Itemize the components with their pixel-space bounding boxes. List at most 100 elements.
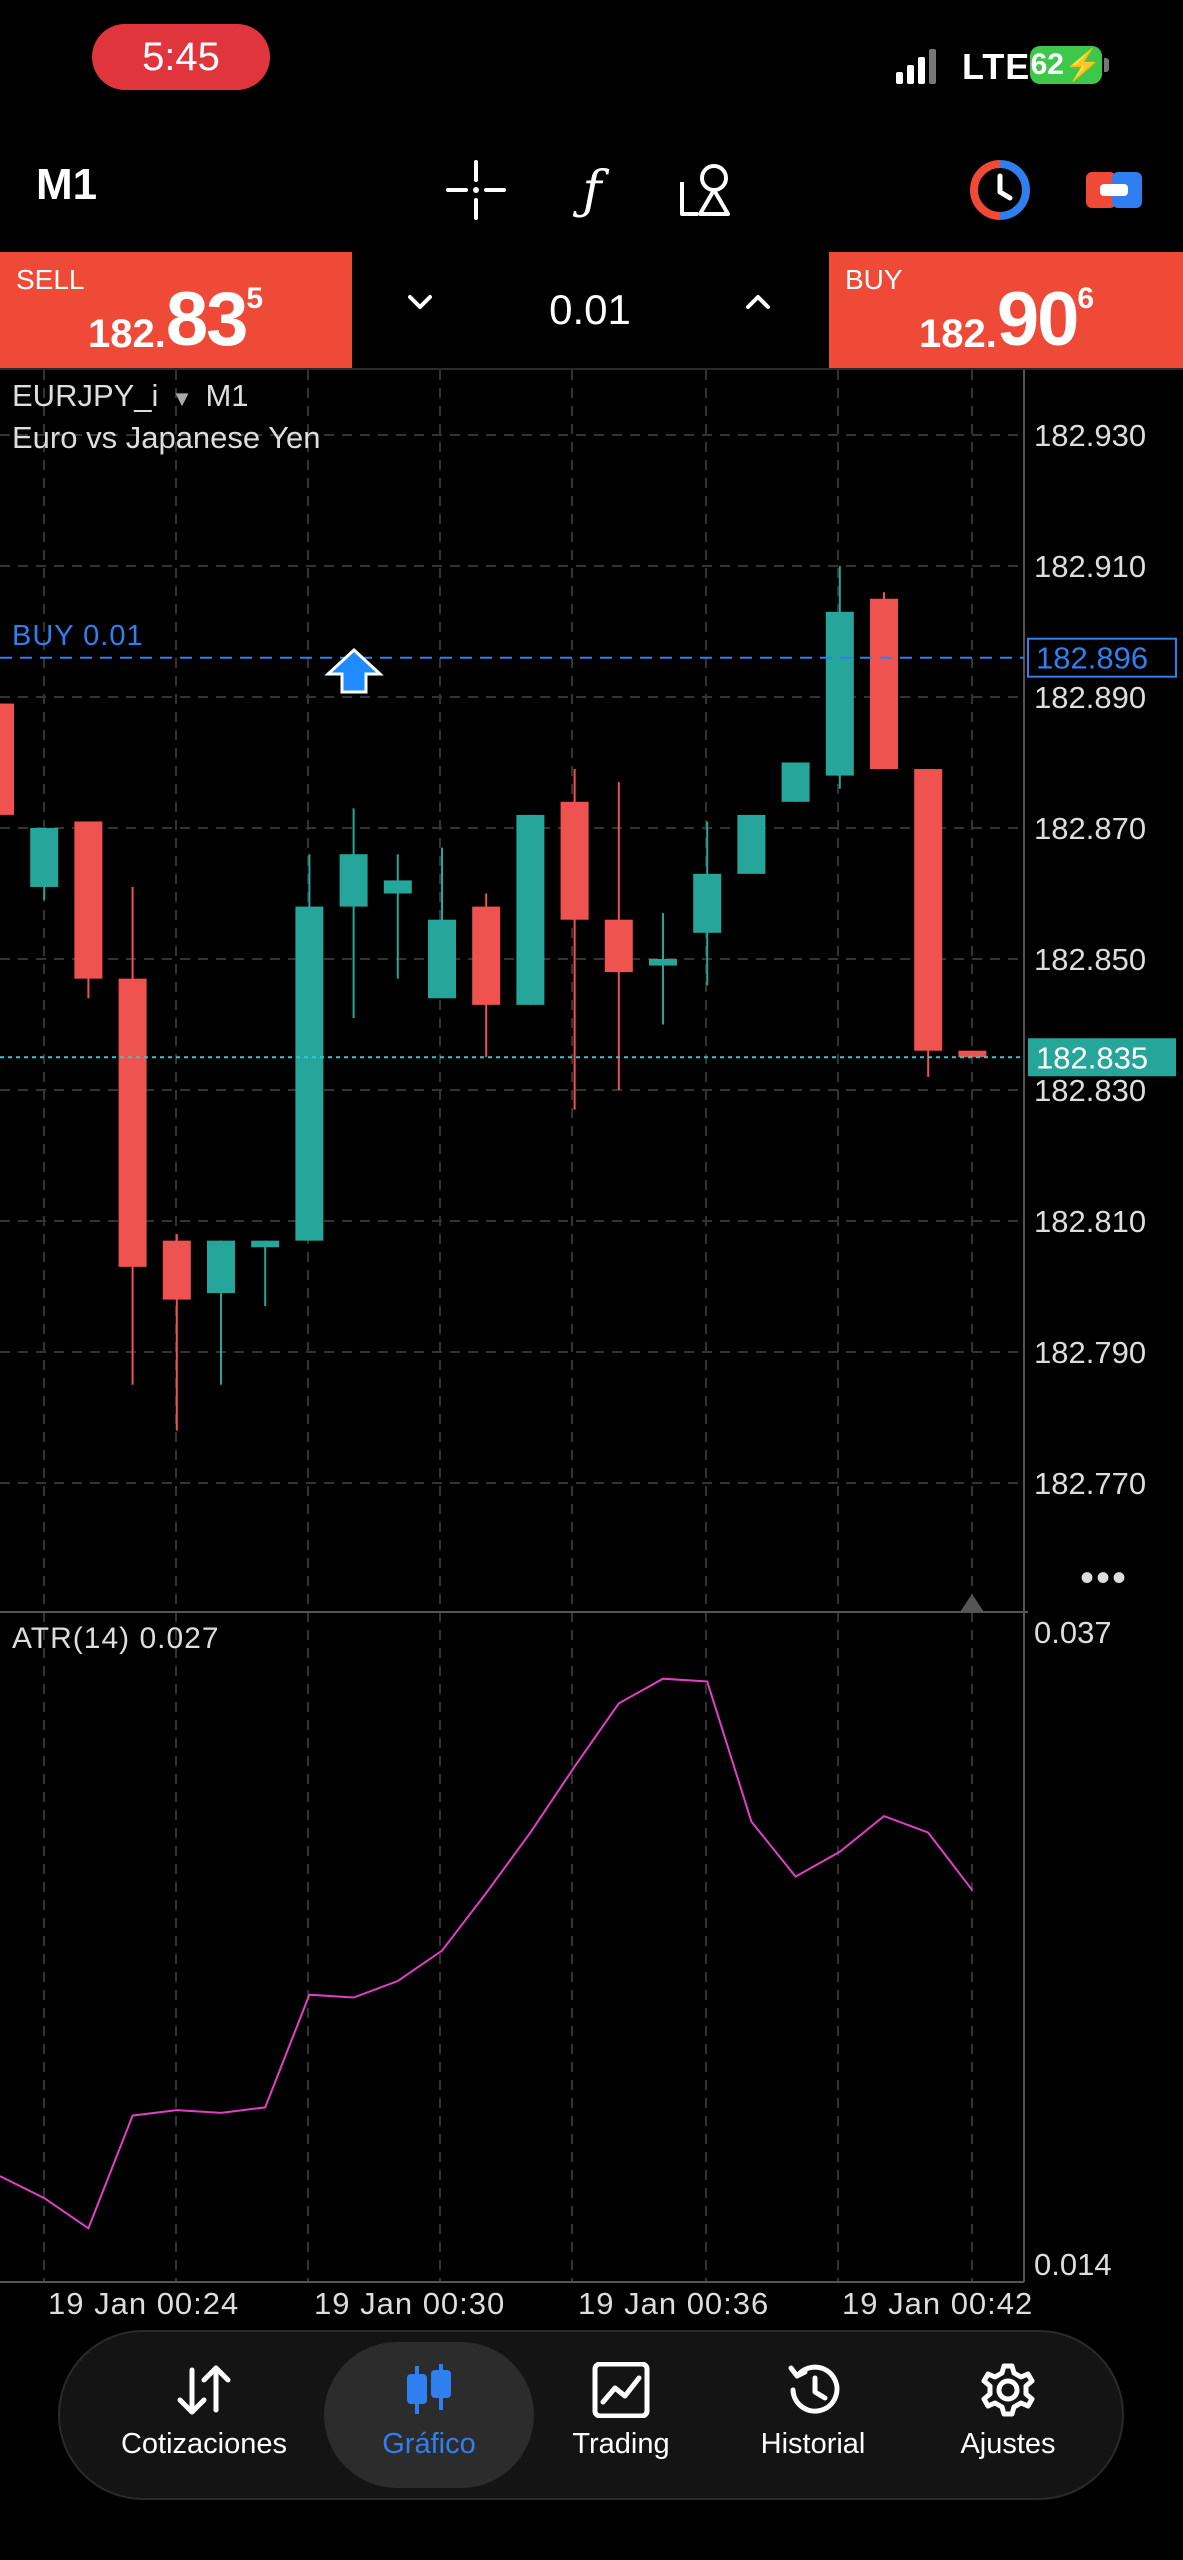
bid-price-label: 182.835 <box>1036 1040 1148 1075</box>
more-options-icon[interactable]: ••• <box>1080 1556 1129 1600</box>
lot-size-input[interactable]: 0.01 <box>549 286 631 333</box>
battery-tip <box>1104 58 1109 72</box>
symbol-timeframe: M1 <box>205 378 249 413</box>
nav-history-label: Historial <box>760 2428 866 2460</box>
nav-settings-label: Ajustes <box>960 2428 1056 2460</box>
lot-increase-chevron-up-icon[interactable] <box>738 282 778 322</box>
time-label-1: 19 Jan 00:30 <box>314 2286 506 2321</box>
price-tick-label: 182.810 <box>1034 1204 1146 1239</box>
buy-arrow-icon <box>324 647 384 694</box>
nav-chart-label: Gráfico <box>382 2428 476 2460</box>
candle-body <box>516 814 545 1005</box>
candle-body <box>737 814 766 874</box>
nav-settings[interactable]: Ajustes <box>908 2362 1108 2461</box>
trade-toggle-icon[interactable] <box>1082 158 1146 222</box>
time-label-0: 19 Jan 00:24 <box>48 2286 240 2321</box>
candle-body <box>30 828 59 887</box>
buy-position-label[interactable]: BUY 0.01 <box>12 620 144 652</box>
sell-label: SELL <box>16 264 85 295</box>
nav-quotes[interactable]: Cotizaciones <box>104 2362 304 2461</box>
candles <box>0 566 987 1431</box>
candle-body <box>958 1050 987 1058</box>
objects-shapes-icon[interactable] <box>674 158 738 222</box>
time-label-2: 19 Jan 00:36 <box>578 2286 770 2321</box>
price-tick-label: 182.890 <box>1034 680 1146 715</box>
symbol-label[interactable]: EURJPY_i ▼ M1 <box>12 378 249 414</box>
signal-icon <box>896 49 936 84</box>
price-tick-label: 182.870 <box>1034 811 1146 846</box>
price-tick-label: 182.910 <box>1034 549 1146 584</box>
battery-level: 62 <box>1030 48 1064 81</box>
one-click-trading-icon[interactable] <box>968 158 1032 222</box>
candle-body <box>251 1240 280 1248</box>
bottom-nav <box>58 2330 1124 2500</box>
status-time: 5:45 <box>92 24 270 90</box>
buy-price-label: 182.896 <box>1036 641 1148 676</box>
svg-text:ƒ: ƒ <box>572 161 609 221</box>
history-clock-icon <box>788 2364 840 2414</box>
nav-chart[interactable]: Gráfico <box>329 2362 529 2461</box>
sell-price-big: 83 <box>165 277 249 362</box>
candle-body <box>649 959 677 966</box>
network-type: LTE <box>962 46 1031 87</box>
lot-decrease-chevron-down-icon[interactable] <box>400 282 440 322</box>
candle-body <box>383 880 412 894</box>
candle-body <box>162 1240 191 1300</box>
symbol-name: EURJPY_i <box>12 378 159 413</box>
candle-body <box>914 769 943 1051</box>
candle-body <box>428 919 456 999</box>
crosshair-icon[interactable] <box>444 158 508 222</box>
battery-icon: 62 ⚡ <box>1030 46 1102 84</box>
candle-body <box>339 854 368 907</box>
trading-chart-icon <box>592 2362 650 2418</box>
candle-body <box>0 703 14 815</box>
price-chart[interactable]: 182.930 182.910 182.890 182.870 182.850 182.8… <box>0 370 1183 2290</box>
candle-body <box>295 906 324 1241</box>
settings-gear-icon <box>981 2363 1035 2417</box>
time-label-3: 19 Jan 00:42 <box>842 2286 1034 2321</box>
price-axis: 182.930 182.910 182.890 182.870 182.850 182.8… <box>0 418 1177 2282</box>
candle-body <box>74 821 103 979</box>
nav-quotes-label: Cotizaciones <box>120 2428 288 2460</box>
atr-label: ATR(14) 0.027 <box>12 1622 220 1655</box>
atr-indicator <box>0 1677 974 2230</box>
candle-body <box>781 762 810 802</box>
atr-line <box>0 1677 974 2230</box>
trade-bar-divider <box>0 368 1183 370</box>
price-tick-label: 182.790 <box>1034 1335 1146 1370</box>
buy-price-box <box>1027 637 1177 678</box>
buy-price-small: 182. <box>919 312 997 356</box>
candle-body <box>560 801 589 920</box>
sell-button[interactable]: SELL 182. 83 5 <box>0 252 352 368</box>
buy-price-sup: 6 <box>1077 282 1095 315</box>
candle-body <box>118 978 147 1267</box>
candle-body <box>825 611 854 776</box>
price-tick-label: 182.770 <box>1034 1466 1146 1501</box>
price-tick-label: 182.830 <box>1034 1073 1146 1108</box>
candle-body <box>693 873 722 933</box>
chart-grid <box>0 370 1028 2283</box>
separator-marker <box>960 1594 984 1612</box>
timeframe-button[interactable]: M1 <box>36 160 98 209</box>
nav-trading[interactable]: Trading <box>521 2362 721 2461</box>
symbol-dropdown-icon[interactable]: ▼ <box>171 386 193 411</box>
atr-tick-label: 0.037 <box>1034 1615 1112 1650</box>
candle-body <box>870 598 898 770</box>
price-tick-label: 182.850 <box>1034 942 1146 977</box>
atr-tick-label: 0.014 <box>1034 2247 1112 2282</box>
quotes-arrows-icon <box>177 2365 231 2415</box>
sell-price-small: 182. <box>88 312 166 356</box>
symbol-description: Euro vs Japanese Yen <box>12 420 321 455</box>
bid-price-box <box>1028 1038 1176 1077</box>
candle-body <box>207 1240 235 1294</box>
chart-candles-icon <box>407 2364 451 2414</box>
candle-body <box>604 919 633 973</box>
buy-price-big: 90 <box>996 277 1080 362</box>
indicators-function-icon[interactable]: ƒ <box>560 158 624 222</box>
price-tick-label: 182.930 <box>1034 418 1146 453</box>
buy-button[interactable]: BUY 182. 90 6 <box>829 252 1183 368</box>
nav-trading-label: Trading <box>572 2428 670 2460</box>
nav-active-indicator <box>324 2342 534 2488</box>
candle-body <box>472 906 501 1005</box>
nav-history[interactable]: Historial <box>713 2362 913 2461</box>
